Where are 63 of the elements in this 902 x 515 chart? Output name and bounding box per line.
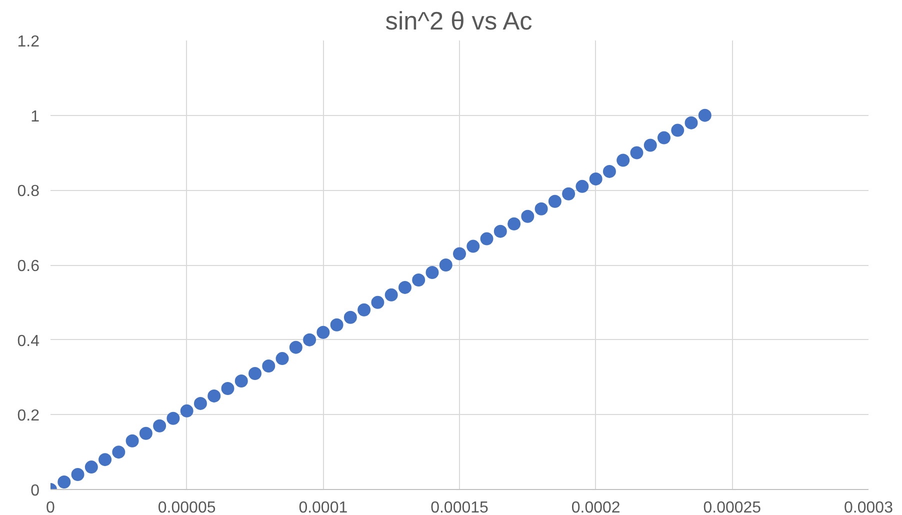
x-tick-label: 0.00025 — [703, 500, 762, 515]
point — [398, 280, 412, 294]
point — [562, 187, 576, 200]
point — [453, 247, 466, 260]
y-tick-label: 0.2 — [17, 408, 40, 425]
point — [153, 419, 166, 432]
point — [71, 468, 84, 482]
point — [576, 180, 589, 193]
y-tick-label: 1.2 — [17, 34, 40, 50]
chart-title: sin^2 θ vs Ac — [385, 8, 532, 36]
x-tick-label: 0.0001 — [298, 500, 348, 515]
point — [508, 217, 521, 230]
point — [616, 154, 630, 167]
point — [494, 224, 507, 238]
x-tick-label: 0.00005 — [158, 500, 216, 515]
point — [112, 446, 126, 459]
point — [98, 453, 112, 466]
point — [602, 164, 616, 178]
point — [684, 116, 698, 130]
point — [521, 210, 534, 223]
y-tick-label: 0.6 — [17, 258, 40, 275]
point — [671, 124, 684, 137]
point — [194, 396, 207, 410]
point — [630, 146, 644, 160]
y-tick-label: 0.4 — [17, 332, 40, 350]
point — [276, 352, 289, 366]
point — [234, 374, 248, 388]
point — [180, 404, 194, 418]
point — [330, 318, 344, 332]
point — [384, 288, 398, 302]
point — [248, 367, 262, 380]
point — [58, 476, 71, 489]
point — [412, 273, 426, 286]
point — [262, 360, 276, 373]
x-tick-label: 0.00015 — [430, 500, 489, 515]
point — [480, 232, 494, 246]
point — [439, 258, 452, 272]
point — [166, 412, 180, 425]
point — [658, 131, 670, 144]
y-tick-label: 0.8 — [17, 183, 40, 200]
point — [358, 303, 371, 316]
point — [316, 326, 330, 339]
x-tick-label: 0 — [46, 500, 56, 515]
y-tick-label: 0 — [30, 482, 40, 500]
x-tick-label: 0.0003 — [844, 500, 894, 515]
point — [139, 426, 152, 440]
y-tick-label: 1 — [30, 108, 40, 126]
x-tick-label: 0.0002 — [571, 500, 620, 515]
point — [303, 333, 316, 346]
point — [426, 266, 439, 279]
point — [589, 172, 602, 186]
point — [548, 194, 562, 208]
point — [644, 138, 657, 152]
point — [371, 296, 384, 309]
point — [698, 108, 712, 122]
point — [126, 434, 139, 448]
point — [84, 460, 98, 474]
point — [534, 202, 548, 216]
point — [221, 382, 234, 395]
point — [208, 389, 221, 402]
point — [344, 310, 357, 324]
point — [466, 240, 480, 253]
point — [289, 340, 302, 354]
